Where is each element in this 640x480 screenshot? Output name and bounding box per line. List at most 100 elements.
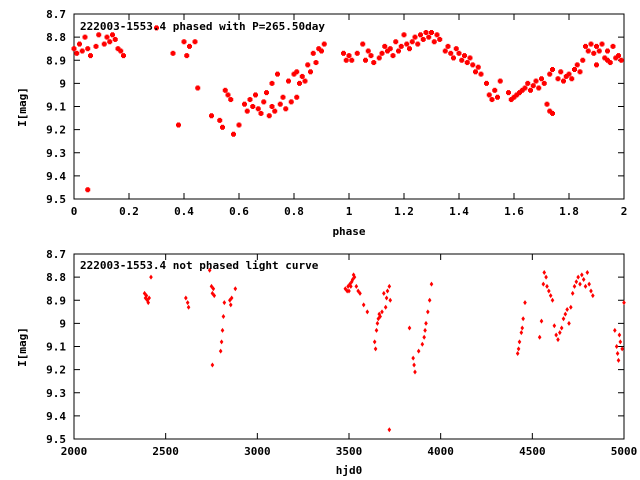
phased-data-point — [462, 53, 467, 59]
unphased-data-point — [622, 300, 626, 306]
phased-data-point — [283, 106, 289, 112]
unphased-chart: 2000 2500 3000 3500 4000 4500 5000 8.7 8.8 8.9 9 9.… — [16, 248, 637, 477]
unphased-data-point — [218, 348, 223, 354]
phased-data-point — [387, 46, 393, 52]
phased-data-point — [371, 60, 377, 66]
phased-data-point — [566, 71, 572, 77]
phased-data-point — [299, 73, 305, 79]
phased-data-point — [605, 48, 610, 54]
phased-data-point — [528, 87, 533, 93]
unphased-data-point — [517, 339, 522, 345]
phased-data-point — [85, 187, 91, 193]
unphased-data-point — [520, 325, 525, 331]
phased-data-point — [613, 55, 619, 61]
phased-data-point — [445, 43, 451, 49]
unphased-data-point — [385, 288, 390, 294]
unphased-data-point — [420, 341, 425, 347]
unphased-data-point — [207, 267, 212, 273]
phased-y-axis-label: I[mag] — [16, 87, 29, 127]
phased-data-point — [220, 124, 225, 130]
phased-data-point — [514, 92, 520, 98]
unphased-data-point — [521, 316, 525, 322]
phased-y-tick-label: 9.4 — [46, 170, 66, 183]
phased-data-point — [569, 76, 575, 82]
unphased-axis-ticks: 2000 2500 3000 3500 4000 4500 5000 8.7 8.8 8.9 9 9.… — [46, 248, 637, 458]
phased-data-point — [192, 39, 198, 45]
unphased-data-point — [589, 288, 593, 294]
unphased-data-point — [544, 274, 548, 280]
unphased-data-point — [380, 309, 384, 315]
phased-data-point — [555, 76, 561, 82]
unphased-y-tick-label: 8.9 — [46, 294, 66, 307]
unphased-data-point — [556, 337, 560, 343]
phased-data-point — [470, 62, 476, 68]
phased-data-point — [154, 25, 159, 31]
unphased-data-point — [413, 369, 417, 375]
phased-data-point — [563, 73, 569, 79]
unphased-data-point — [567, 320, 571, 326]
phased-data-point — [261, 99, 267, 105]
phased-data-point — [242, 101, 247, 107]
unphased-data-point — [618, 339, 623, 345]
phased-data-point — [88, 53, 93, 59]
phased-y-tick-label: 9 — [59, 77, 66, 90]
phased-data-point — [291, 71, 297, 77]
phased-data-point — [585, 48, 591, 54]
phased-data-point — [277, 101, 283, 107]
phased-y-tick-label: 8.7 — [46, 8, 66, 21]
phased-data-point — [396, 48, 401, 54]
unphased-data-point — [423, 327, 427, 333]
phased-data-point — [74, 50, 80, 56]
unphased-data-point — [542, 270, 547, 275]
unphased-data-point — [219, 339, 224, 345]
phased-data-point — [222, 87, 228, 93]
unphased-data-point — [387, 283, 392, 289]
unphased-y-tick-label: 9.3 — [46, 387, 66, 400]
unphased-x-tick-label: 3500 — [336, 445, 363, 458]
phased-data-point — [247, 97, 253, 103]
phased-data-point — [231, 131, 236, 137]
phased-data-point — [541, 80, 547, 86]
unphased-data-point — [578, 281, 582, 287]
phased-x-tick-label: 0.2 — [119, 205, 139, 218]
phased-data-point — [596, 48, 602, 54]
unphased-data-point — [583, 283, 588, 289]
phased-data-point — [264, 90, 269, 96]
phased-data-point — [225, 92, 231, 98]
phased-data-point — [398, 43, 404, 49]
phased-data-point — [170, 50, 176, 56]
phased-data-point — [591, 50, 597, 56]
unphased-x-tick-label: 5000 — [611, 445, 638, 458]
phased-data-point — [112, 36, 118, 42]
phased-data-point — [561, 78, 566, 84]
phased-data-point — [539, 76, 544, 82]
unphased-data-point — [576, 274, 580, 280]
phased-y-tick-label: 9.5 — [46, 193, 66, 206]
unphased-x-tick-label: 4000 — [427, 445, 454, 458]
phased-data-point — [228, 97, 234, 103]
unphased-data-point — [563, 311, 568, 317]
phased-data-point — [599, 41, 605, 47]
unphased-data-point — [541, 281, 546, 287]
unphased-data-point — [373, 346, 378, 352]
phased-data-point — [497, 78, 503, 84]
unphased-plot-frame — [73, 253, 625, 440]
unphased-data-points — [142, 267, 626, 433]
unphased-data-point — [387, 427, 392, 433]
phased-data-point — [305, 62, 311, 68]
phased-data-point — [280, 94, 286, 100]
phased-data-point — [385, 48, 390, 54]
unphased-data-point — [614, 344, 619, 349]
phased-data-point — [77, 41, 82, 47]
phased-data-point — [530, 83, 536, 89]
phased-data-point — [426, 34, 432, 40]
unphased-data-point — [185, 300, 190, 306]
phased-x-tick-label: 1 — [346, 205, 353, 218]
unphased-data-point — [427, 297, 432, 303]
unphased-data-point — [220, 327, 225, 333]
unphased-y-tick-label: 9 — [59, 317, 66, 330]
phased-data-point — [453, 46, 459, 52]
unphased-data-point — [411, 355, 415, 361]
unphased-data-point — [547, 288, 551, 294]
phased-data-point — [594, 43, 599, 49]
